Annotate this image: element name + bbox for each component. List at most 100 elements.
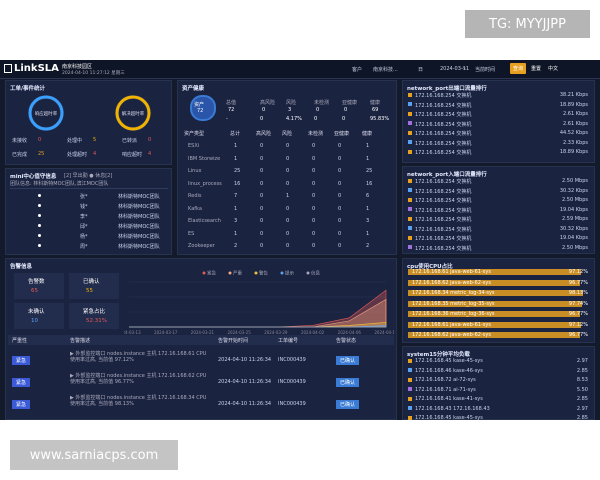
table-cell: 0: [260, 243, 264, 249]
row-name: 172.16.168.254 交换机: [415, 236, 472, 242]
panel-title: 工单/事件统计: [10, 86, 46, 92]
x-tick-label: 2024-03-13: [124, 330, 141, 335]
count-label: 已确认: [83, 279, 100, 285]
summary-pct: 0: [260, 116, 264, 122]
table-header: 告警状态: [336, 338, 357, 344]
row-name: 172.16.168.254 交换机: [415, 188, 472, 195]
count-value: 10: [31, 318, 38, 324]
table-cell: 0: [338, 205, 342, 212]
row-value: 2.97: [576, 358, 588, 364]
icon: [408, 415, 412, 420]
icon: [408, 358, 412, 363]
status-button[interactable]: 已确认: [336, 356, 360, 365]
row-value: 30.32 Kbps: [559, 225, 588, 232]
nav-item[interactable]: 日: [418, 67, 424, 73]
nav-item[interactable]: 客户: [352, 67, 363, 73]
summary-label: 高风险: [260, 100, 276, 106]
row-value: 19.04 Kbps: [559, 206, 588, 213]
gauges: 响应超时率 解决超时率: [28, 95, 151, 131]
duty-team: 团队信息: 林科斯特MOC团队,滨江MOC团队: [10, 181, 109, 187]
cpu-bar: [408, 311, 581, 317]
status-button[interactable]: 已确认: [336, 400, 360, 409]
asset-ring-label: 资产: [194, 102, 205, 108]
count-box: [14, 273, 64, 299]
summary-pct: 4.17%: [286, 116, 302, 122]
datetime: 2024-04-10 11:27:12 星期三: [62, 71, 125, 76]
legend-label: 提示: [285, 270, 294, 277]
row-name: 172.16.168.254 交换机: [415, 131, 472, 137]
table-cell: 0: [338, 218, 342, 224]
area: [129, 298, 387, 328]
stat-value: 0: [38, 137, 42, 143]
table-cell: 0: [260, 218, 264, 224]
button[interactable]: 重置: [531, 66, 542, 72]
table-cell: 0: [338, 193, 342, 199]
table-cell: 0: [312, 155, 316, 162]
row-name: 172.16.168.254 交换机: [415, 207, 472, 214]
row-value: 19.04 Kbps: [559, 235, 588, 241]
count-label: 未确认: [28, 309, 45, 315]
brand: LinkSLA: [14, 63, 59, 74]
row-label: linux_process: [188, 180, 222, 187]
icon: [408, 396, 412, 401]
row-value: 97.12%: [568, 269, 588, 275]
table-cell: 0: [338, 143, 342, 149]
table-cell: 0: [312, 193, 316, 199]
table-cell: 0: [286, 230, 290, 237]
row-value: 2.97: [576, 405, 588, 412]
icon: [408, 188, 412, 192]
alarm-time: 2024-04-10 11:26:34: [218, 401, 272, 407]
row-name: 172.16.168.254 交换机: [415, 245, 472, 252]
alarm-time: 2024-04-10 11:26:34: [218, 379, 272, 385]
summary-label: 健康: [370, 100, 381, 106]
duty-team-name: 林科斯特MOC团队: [118, 194, 160, 200]
icon: [408, 377, 412, 382]
x-tick-label: 2024-03-25: [228, 330, 252, 335]
button[interactable]: 查询: [510, 63, 527, 74]
duty-team-name: 林科斯特MOC团队: [118, 214, 160, 220]
severity-badge: 紧急: [12, 356, 31, 365]
ticket-no: INC000439: [278, 379, 306, 385]
stat-label: 已完成: [12, 152, 28, 158]
severity-badge: 紧急: [12, 400, 31, 409]
cpu-bar: [408, 321, 581, 328]
row-value: 98.13%: [568, 290, 588, 296]
summary-value: 69: [372, 107, 379, 113]
nav-item[interactable]: 2024-03-11: [440, 66, 470, 72]
panel-title: network_port出端口流量排行: [407, 86, 487, 92]
count-box: [69, 273, 119, 299]
status-button[interactable]: 已确认: [336, 378, 360, 387]
panel-title: 资产健康: [182, 86, 205, 92]
stat-value: 4: [93, 151, 97, 157]
bullet: [38, 204, 41, 207]
stat-value: 0: [148, 137, 152, 143]
nav-item[interactable]: ~: [462, 66, 467, 72]
count-label: 告警数: [28, 279, 45, 285]
count-value: 52.31%: [86, 318, 107, 324]
stat-value: 4: [148, 151, 152, 157]
nav-item[interactable]: 南京科技...: [373, 67, 398, 73]
row-label: ES: [188, 230, 195, 237]
table-header: 总计: [230, 131, 241, 137]
table-header: 亚健康: [334, 131, 350, 137]
nav-item[interactable]: 当前时间: [475, 67, 496, 73]
row-name: 172.16.168.45 kase-45-sys: [415, 358, 483, 364]
table-cell: 0: [312, 218, 316, 224]
row-name: 172.16.168.254 交换机: [415, 198, 472, 204]
table-cell: 1: [286, 193, 290, 199]
bullet: [38, 234, 41, 237]
cpu-bar: [408, 290, 583, 296]
button[interactable]: 中文: [548, 66, 559, 72]
table-cell: 0: [312, 143, 316, 149]
row-value: 18.89 Kbps: [559, 101, 588, 108]
x-tick-label: 2024-03-29: [264, 330, 288, 335]
row-value: 2.50 Mbps: [562, 244, 588, 251]
table-header: 健康: [362, 131, 373, 137]
table-cell: 0: [260, 180, 264, 187]
row-value: 2.50 Mbps: [562, 178, 588, 184]
legend-swatch: [306, 271, 310, 275]
table-cell: 1: [234, 230, 238, 237]
row-name: 172.16.168.254 交换机: [415, 150, 472, 156]
alarm-desc: ▶ 外部监控端口 nodes.instance 主机 172.16.168.62…: [70, 373, 207, 385]
table-cell: 0: [260, 193, 264, 199]
